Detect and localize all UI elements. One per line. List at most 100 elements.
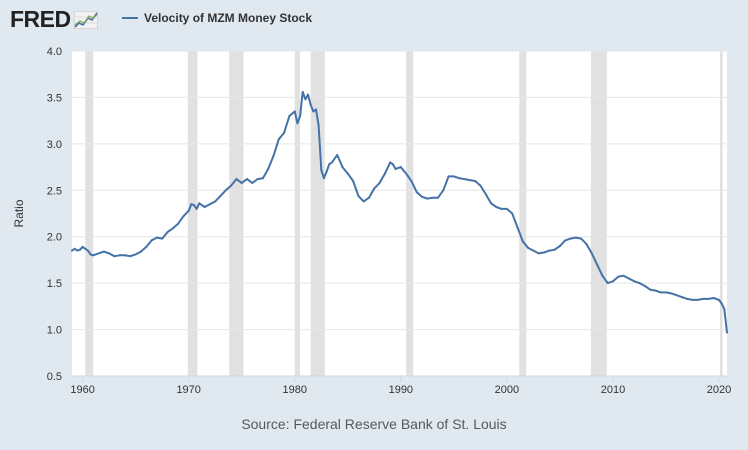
data-point xyxy=(511,212,514,215)
series-points xyxy=(71,90,728,334)
data-point xyxy=(447,175,450,178)
recession-band xyxy=(719,51,723,376)
data-point xyxy=(161,237,164,240)
data-point xyxy=(89,253,92,256)
data-point xyxy=(219,194,222,197)
data-point xyxy=(601,274,604,277)
data-point xyxy=(139,250,142,253)
data-point xyxy=(378,181,381,184)
data-point xyxy=(458,177,461,180)
data-point xyxy=(638,282,641,285)
header: FRED Velocity of MZM Money Stock xyxy=(0,0,748,40)
data-point xyxy=(102,250,105,253)
data-point xyxy=(537,252,540,255)
data-point xyxy=(495,206,498,208)
data-point xyxy=(283,131,286,134)
data-point xyxy=(553,248,556,251)
data-point xyxy=(696,298,699,301)
recession-band xyxy=(187,51,198,376)
data-point xyxy=(720,302,723,305)
chart-line-icon xyxy=(73,10,98,29)
data-point xyxy=(315,108,317,111)
fred-logo[interactable]: FRED xyxy=(10,6,98,33)
data-point xyxy=(187,209,190,212)
data-point xyxy=(134,253,137,256)
data-point xyxy=(256,178,259,181)
data-point xyxy=(643,284,646,287)
data-point xyxy=(92,254,95,257)
data-point xyxy=(261,177,264,180)
data-point xyxy=(362,200,365,203)
data-point xyxy=(617,275,620,278)
data-point xyxy=(307,93,309,96)
x-tick-label: 1980 xyxy=(283,384,307,396)
data-point xyxy=(383,172,386,175)
data-point xyxy=(633,280,636,283)
data-point xyxy=(500,207,503,210)
data-point xyxy=(296,122,299,125)
data-point xyxy=(150,239,153,242)
data-point xyxy=(558,245,561,247)
data-point xyxy=(182,215,185,218)
x-tick-label: 2000 xyxy=(495,384,519,396)
data-point xyxy=(357,194,360,197)
data-point xyxy=(670,292,673,295)
data-point xyxy=(325,170,328,173)
data-point xyxy=(421,195,423,198)
data-point xyxy=(569,237,572,240)
data-point xyxy=(612,280,614,283)
y-tick-label: 0.5 xyxy=(47,371,62,383)
y-tick-label: 3.0 xyxy=(47,139,62,151)
data-point xyxy=(304,98,307,101)
data-point xyxy=(346,172,349,175)
data-point xyxy=(712,297,715,299)
x-tick-label: 2010 xyxy=(601,384,625,396)
data-point xyxy=(532,249,535,252)
data-point xyxy=(574,236,577,239)
data-point xyxy=(81,245,84,248)
plot-area xyxy=(72,51,727,376)
data-point xyxy=(426,197,429,200)
y-axis-title: Ratio xyxy=(12,199,26,227)
data-point xyxy=(675,294,678,297)
data-point xyxy=(124,254,126,257)
data-point xyxy=(341,166,344,169)
data-point xyxy=(484,193,487,195)
data-point xyxy=(543,251,545,254)
data-point xyxy=(564,239,567,242)
data-point xyxy=(97,252,100,255)
data-point xyxy=(299,115,302,117)
data-point xyxy=(654,289,657,292)
data-point xyxy=(680,296,683,299)
x-tick-label: 1960 xyxy=(70,384,94,396)
data-point xyxy=(521,240,524,243)
data-point xyxy=(166,231,169,234)
chart: 0.5 1.0 1.5 2.0 2.5 3.0 3.5 4.0 1960 1970 1980 1990… xyxy=(12,46,731,396)
data-point xyxy=(389,161,392,164)
data-point xyxy=(627,277,630,280)
data-point xyxy=(71,249,73,252)
recession-band xyxy=(229,51,244,376)
data-point xyxy=(198,202,201,205)
data-point xyxy=(214,200,217,203)
recession-band xyxy=(310,51,325,376)
data-point xyxy=(415,191,418,194)
data-point xyxy=(606,282,609,285)
data-point xyxy=(391,163,394,166)
data-point xyxy=(79,248,81,251)
data-point xyxy=(293,110,296,113)
recession-band xyxy=(294,51,301,376)
data-point xyxy=(328,163,331,166)
y-tick-label: 3.5 xyxy=(47,92,62,104)
data-point xyxy=(240,181,243,184)
data-point xyxy=(437,196,439,199)
data-point xyxy=(505,207,508,210)
data-point xyxy=(516,226,519,229)
recession-band xyxy=(85,51,94,376)
data-point xyxy=(702,297,705,300)
data-point xyxy=(177,222,180,225)
data-point xyxy=(659,291,662,294)
data-point xyxy=(336,154,339,156)
data-point xyxy=(474,180,477,182)
data-point xyxy=(707,297,710,300)
